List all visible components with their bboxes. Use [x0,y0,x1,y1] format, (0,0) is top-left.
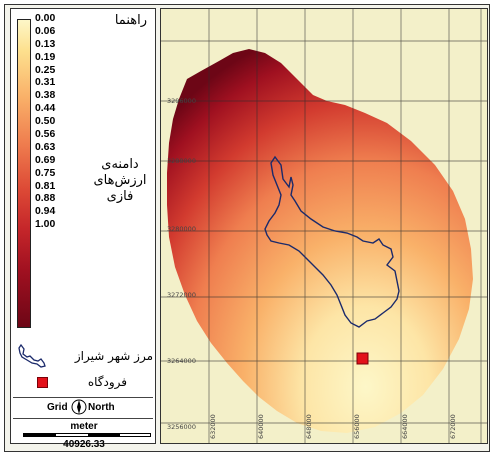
ramp-tick-label: 0.00 [35,13,56,24]
ramp-tick-label: 0.31 [35,77,56,89]
ramp-tick-label: 0.38 [35,90,56,102]
x-coordinate-label: 672000 [449,414,457,439]
x-coordinate-label: 640000 [257,414,265,439]
ramp-tick-label: 1.00 [35,219,56,231]
x-coordinate-labels: 632000 640000 648000 656000 664000 672000 [209,414,457,439]
ramp-tick-label: 0.69 [35,154,56,166]
ramp-tick-label: 0.75 [35,167,56,179]
map-canvas[interactable]: 3296000 3288000 3280000 3272000 3264000 32560… [161,9,487,443]
ramp-tick-label: 0.06 [35,25,56,37]
fuzzy-color-ramp [17,19,31,328]
y-coordinate-label: 3272000 [167,291,196,299]
scale-bar [23,433,151,437]
north-arrow-box: Grid North [13,397,153,419]
range-title-line: ارزش‌های [93,173,147,188]
ramp-tick-label: 0.50 [35,116,56,128]
y-coordinate-labels: 3296000 3288000 3280000 3272000 3264000 32560… [167,97,196,431]
map-panel[interactable]: 3296000 3288000 3280000 3272000 3264000 32560… [160,8,488,444]
airport-marker[interactable] [356,352,369,365]
ramp-tick-label: 0.56 [35,129,56,141]
ramp-tick-label: 0.13 [35,38,56,50]
y-coordinate-label: 3280000 [167,225,196,233]
x-coordinate-label: 656000 [353,414,361,439]
x-coordinate-label: 648000 [305,414,313,439]
scale-value-label: 40926.33 [63,439,105,450]
city-boundary-label: مرز شهر شیراز [74,349,153,363]
fuzzy-range-title: دامنه‌ی ارزش‌های فازی [85,157,155,205]
north-label: North [88,402,115,413]
ramp-tick-label: 0.19 [35,51,56,63]
y-coordinate-label: 3288000 [167,157,196,165]
ramp-tick-label: 0.25 [35,64,56,76]
legend-panel: راهنما 0.00 0.06 0.13 0.19 0.25 0.31 0.38 0.44 0… [10,8,156,450]
ramp-tick-labels: 0.00 0.06 0.13 0.19 0.25 0.31 0.38 0.44 0.50 0.56… [35,13,85,232]
y-coordinate-label: 3264000 [167,357,196,365]
x-coordinate-label: 664000 [401,414,409,439]
fuzzy-surface [167,49,473,433]
shiraz-city-boundary [264,155,400,328]
north-arrow-icon [71,399,87,415]
ramp-tick-label: 0.44 [35,103,56,115]
ramp-tick-label: 0.63 [35,141,56,153]
boundary-polygon-icon [18,343,46,368]
range-title-line: فازی [106,189,134,204]
airport-symbol-icon [37,377,48,388]
y-coordinate-label: 3256000 [167,423,196,431]
range-title-line: دامنه‌ی [101,157,139,172]
ramp-tick-label: 0.88 [35,193,56,205]
scale-unit-label: meter [70,421,98,432]
airport-label: فرودگاه [87,375,127,389]
city-boundary-legend-item: مرز شهر شیراز [17,343,153,369]
airport-legend-item: فرودگاه [17,373,153,391]
ramp-tick-label: 0.94 [35,206,56,218]
ramp-tick-label: 0.81 [35,180,56,192]
north-grid-label: Grid [47,402,68,413]
x-coordinate-label: 632000 [209,414,217,439]
y-coordinate-label: 3296000 [167,97,196,105]
map-grid [161,9,487,443]
legend-title: راهنما [114,13,147,28]
